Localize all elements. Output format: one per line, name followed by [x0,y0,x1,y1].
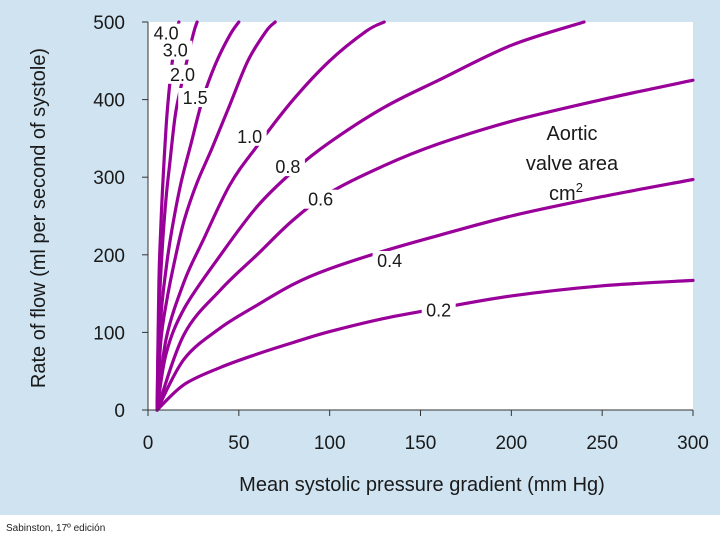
curve-area-1-0 [155,20,386,412]
curve-area-0-2 [155,278,695,412]
curve-label-bg [421,300,456,320]
curve-label-bg [149,23,184,43]
chart: 4.03.02.01.51.00.80.60.40.2 0 50 100 150 200… [28,13,709,496]
annotation-unit-sup: 2 [576,180,583,195]
curve-label-bg [178,88,213,107]
curve-label-bg [303,189,338,209]
annotation-unit-base: cm [549,183,576,205]
x-tick-label: 0 [143,433,154,454]
curve-area-1-5 [155,20,277,412]
curve-area-0-4 [155,177,695,412]
curve-labels: 4.03.0 2.0 1.5 1.0 0.8 0.6 0.4 0.2 [149,24,456,321]
x-tick-label: 250 [586,433,618,454]
curve-label-bg [372,251,407,270]
curve-label-0-4: 0.4 [377,251,402,271]
source-credit: Sabinston, 17º edición [6,523,106,534]
curve-label-bg [158,40,193,60]
curve-label-0-2: 0.2 [426,301,451,321]
y-tick-label: 500 [93,13,125,34]
curve-label-4-0: 4.0 [154,24,179,44]
annotation-unit: cm2 [549,180,583,205]
x-tick-label: 200 [495,433,527,454]
x-tick-label: 150 [405,433,437,454]
y-tick-label: 0 [114,401,125,422]
curve-label-bg [165,64,200,84]
x-tick-label: 100 [314,433,346,454]
curve-label-0-8: 0.8 [275,157,300,177]
y-tick-labels: 0 100 200 300 400 500 [93,13,148,422]
curve-label-bg [232,126,267,146]
x-tick-label: 50 [228,433,249,454]
x-tick-labels: 0 50 100 150 200 250 300 [143,410,709,454]
y-tick-label: 100 [93,323,125,344]
y-tick-label: 200 [93,246,125,267]
valve-area-annotation: Aortic valve area cm2 [526,123,619,205]
curve-label-1-0: 1.0 [237,127,262,147]
curve-label-1-5: 1.5 [183,88,208,108]
x-axis-title: Mean systolic pressure gradient (mm Hg) [239,474,605,496]
curve-label-0-6: 0.6 [308,190,333,210]
curve-label-3-0: 3.0 [163,41,188,61]
curve-label-2-0: 2.0 [170,65,195,85]
annotation-line2: valve area [526,153,619,175]
y-tick-label: 300 [93,168,125,189]
x-tick-label: 300 [677,433,709,454]
y-axis-title: Rate of flow (ml per second of systole) [28,48,50,388]
y-tick-label: 400 [93,91,125,112]
annotation-line1: Aortic [546,123,597,145]
curve-label-bg [270,157,305,177]
curve-area-2-0 [155,20,241,412]
plot-area [148,22,693,410]
